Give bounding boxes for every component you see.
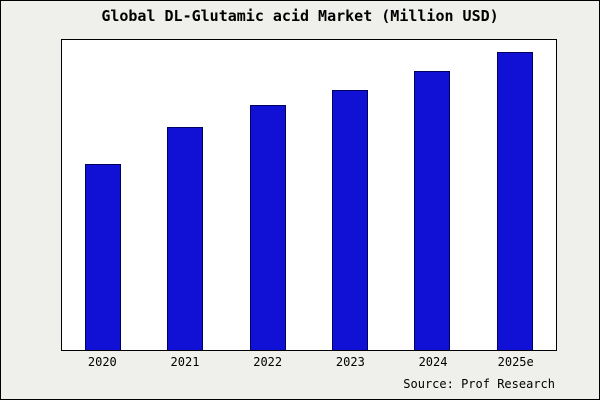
x-tick-label: 2021	[170, 355, 200, 369]
bars	[62, 40, 556, 350]
chart-title: Global DL-Glutamic acid Market (Million …	[101, 7, 499, 25]
bar-slot	[62, 40, 144, 350]
x-tick-label: 2020	[87, 355, 117, 369]
x-tick-label: 2024	[418, 355, 448, 369]
x-tick-label: 2025e	[497, 355, 534, 369]
x-tick-label: 2023	[335, 355, 365, 369]
bar-2020	[85, 164, 122, 350]
bar-2022	[249, 105, 286, 350]
x-tick-label: 2022	[253, 355, 283, 369]
bar-slot	[391, 40, 473, 350]
plot-area	[61, 39, 557, 351]
bar-2025e	[496, 52, 533, 350]
bar-slot	[474, 40, 556, 350]
bar-slot	[309, 40, 391, 350]
source-note: Source: Prof Research	[403, 377, 555, 391]
x-labels: 2020 2021 2022 2023 2024 2025e	[61, 355, 557, 369]
bar-2023	[332, 89, 369, 350]
bar-slot	[144, 40, 226, 350]
bar-2024	[414, 71, 451, 350]
bar-2021	[167, 126, 204, 350]
bar-slot	[227, 40, 309, 350]
